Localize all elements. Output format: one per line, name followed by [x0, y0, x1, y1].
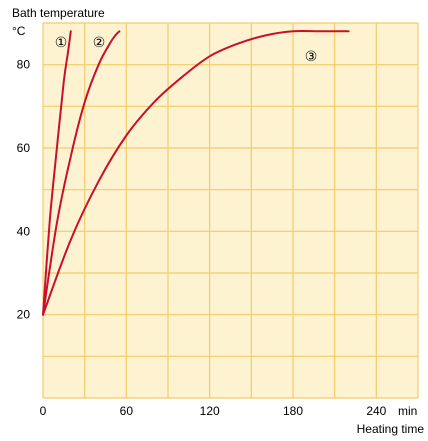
- series-markers: ① ② ③: [55, 35, 318, 65]
- plot-background: [43, 23, 418, 398]
- x-tick-label: 240: [366, 404, 386, 418]
- x-tick-label: 120: [200, 404, 220, 418]
- series-marker-1: ①: [55, 35, 68, 51]
- x-axis-title: Heating time: [357, 422, 425, 436]
- series-line-3: [42, 29, 350, 316]
- x-axis-unit: min: [398, 404, 417, 418]
- series-marker-3: ③: [305, 49, 318, 65]
- grid: [42, 22, 419, 399]
- y-tick-label: 80: [17, 58, 31, 72]
- y-axis-unit: °C: [12, 24, 26, 38]
- series-lines: [42, 29, 350, 316]
- y-tick-label: 20: [17, 308, 31, 322]
- y-tick-label: 40: [17, 224, 31, 238]
- series-line-1: [42, 30, 72, 316]
- x-tick-label: 180: [283, 404, 303, 418]
- y-axis-title: Bath temperature: [12, 6, 105, 20]
- y-tick-label: 60: [17, 141, 31, 155]
- x-tick-label: 60: [120, 404, 134, 418]
- series-line-2: [42, 30, 121, 316]
- x-tick-label: 0: [40, 404, 47, 418]
- tick-labels: 0 60 120 180 240 20 40 60 80: [17, 58, 387, 418]
- series-marker-2: ②: [93, 35, 106, 51]
